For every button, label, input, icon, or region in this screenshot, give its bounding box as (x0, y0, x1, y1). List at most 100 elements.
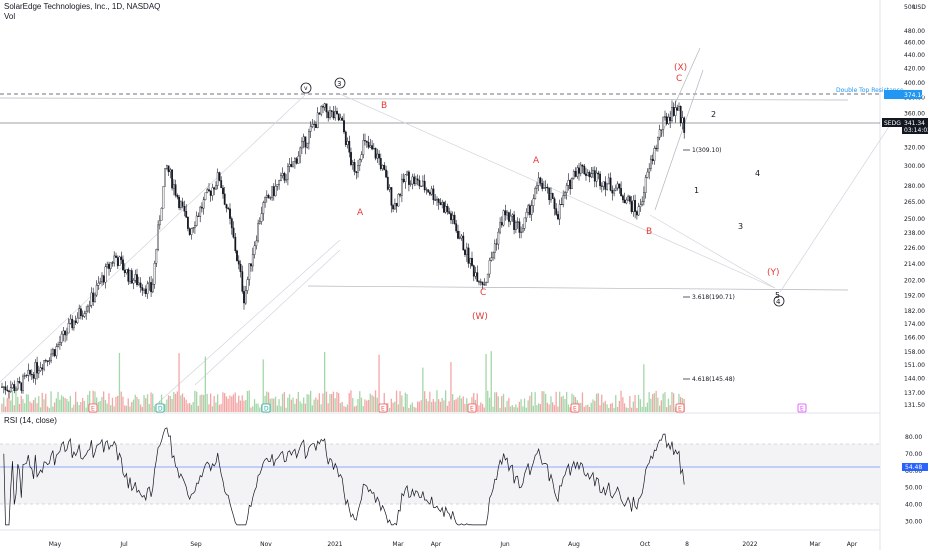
rsi-axis[interactable]: 80.00 70.00 60.00 50.00 40.00 30.00 (905, 434, 922, 526)
time-axis[interactable]: May Jul Sep Nov 2021 Mar Apr Jun Aug Oct 8 2022 Mar A… (49, 541, 858, 548)
volume-bar (224, 393, 226, 412)
candle-body (395, 203, 398, 207)
fib-3-label: 4.618(145.48) (692, 376, 735, 383)
candle-body (146, 283, 149, 294)
candle-body (508, 212, 510, 222)
volume-bar (234, 392, 236, 412)
price-tick: 158.00 (904, 349, 925, 356)
volume-bar (660, 400, 662, 412)
volume-bar (488, 397, 491, 412)
volume-bar (545, 393, 547, 412)
volume-bar (252, 406, 254, 412)
candle-body (144, 288, 147, 294)
double-top-label[interactable]: Double Top Resistance (836, 87, 904, 94)
candle-body (306, 142, 309, 148)
candle-body (158, 220, 161, 226)
candle-body (362, 140, 365, 155)
event-marker[interactable]: E (378, 403, 388, 413)
event-marker[interactable]: E (797, 403, 807, 413)
volume-bar (141, 406, 143, 412)
volume-bar (448, 401, 450, 412)
volume-bar (203, 394, 205, 412)
candle-body (578, 167, 580, 174)
circle-3-label: 3 (337, 80, 341, 88)
volume-bar (406, 394, 408, 412)
event-marker[interactable]: E (570, 403, 580, 413)
candle-body (90, 292, 93, 306)
candle-body (374, 148, 377, 159)
volume-bar (320, 404, 322, 412)
candle-body (190, 228, 193, 235)
candle-body (280, 175, 282, 181)
candle-body (493, 243, 496, 254)
candle-body (292, 161, 294, 168)
candle-body (304, 136, 307, 148)
candle-body (186, 216, 189, 229)
time-tick: Oct (640, 541, 651, 548)
candle-body (586, 172, 589, 176)
volume-bar (283, 392, 285, 412)
event-marker[interactable]: E (467, 403, 477, 413)
volume-bar (115, 396, 117, 412)
volume-bar (453, 400, 456, 412)
candle-body (506, 212, 508, 216)
event-marker[interactable]: D (261, 403, 271, 413)
volume-bar (646, 402, 648, 412)
volume-bar (541, 391, 543, 412)
candle-body (444, 205, 447, 213)
event-marker[interactable]: D (155, 403, 165, 413)
candle-body (537, 177, 540, 186)
volume-bar (206, 393, 208, 412)
candle-body (162, 186, 165, 209)
candle-body (579, 164, 582, 174)
candle-body (167, 165, 170, 173)
candle-body (255, 240, 258, 246)
price-tick: 420.00 (904, 66, 925, 73)
volume-bar (604, 400, 606, 412)
candle-body (436, 198, 438, 201)
event-marker-text: E (381, 406, 385, 413)
volume-bar (211, 406, 214, 412)
volume-bar (590, 402, 592, 412)
candle-body (34, 362, 37, 379)
candle-body (237, 260, 240, 265)
event-marker[interactable]: E (88, 403, 98, 413)
candle-body (388, 187, 391, 190)
volume-bar (511, 405, 513, 412)
volume-bar (359, 391, 361, 412)
volume-bar (113, 406, 115, 412)
candle-body (50, 353, 53, 362)
volume-bar (595, 393, 598, 412)
event-marker-text: D (158, 406, 163, 413)
candle-body (465, 247, 468, 255)
volume-bar (364, 399, 366, 412)
volume-bar (637, 394, 640, 412)
volume-bar (441, 398, 443, 412)
volume-bar (388, 407, 391, 412)
volume-bar (378, 354, 380, 412)
candle-body (323, 103, 326, 108)
volume-bar (462, 396, 464, 412)
volume-bar (274, 396, 277, 412)
candle-body (523, 217, 526, 229)
candle-body (385, 169, 387, 178)
volume-bar (238, 395, 240, 412)
event-marker[interactable]: E (675, 403, 685, 413)
candle-body (562, 195, 565, 205)
volume-bar (592, 399, 594, 412)
candle-body (123, 269, 126, 274)
candle-body (551, 193, 554, 199)
candle-body (574, 171, 577, 177)
volume-bar (127, 398, 129, 412)
candle-body (600, 185, 603, 187)
price-tick: 166.00 (904, 335, 925, 342)
volume-bar (173, 391, 175, 412)
volume-bar (599, 405, 601, 412)
volume-bar (297, 392, 299, 412)
volume-bar (669, 405, 671, 412)
price-axis[interactable]: 480.00460.00440.00420.00400.00380.00360.… (904, 28, 925, 409)
volume-bar (529, 395, 531, 412)
event-marker-text: D (264, 406, 269, 413)
current-price-badge (902, 118, 928, 134)
